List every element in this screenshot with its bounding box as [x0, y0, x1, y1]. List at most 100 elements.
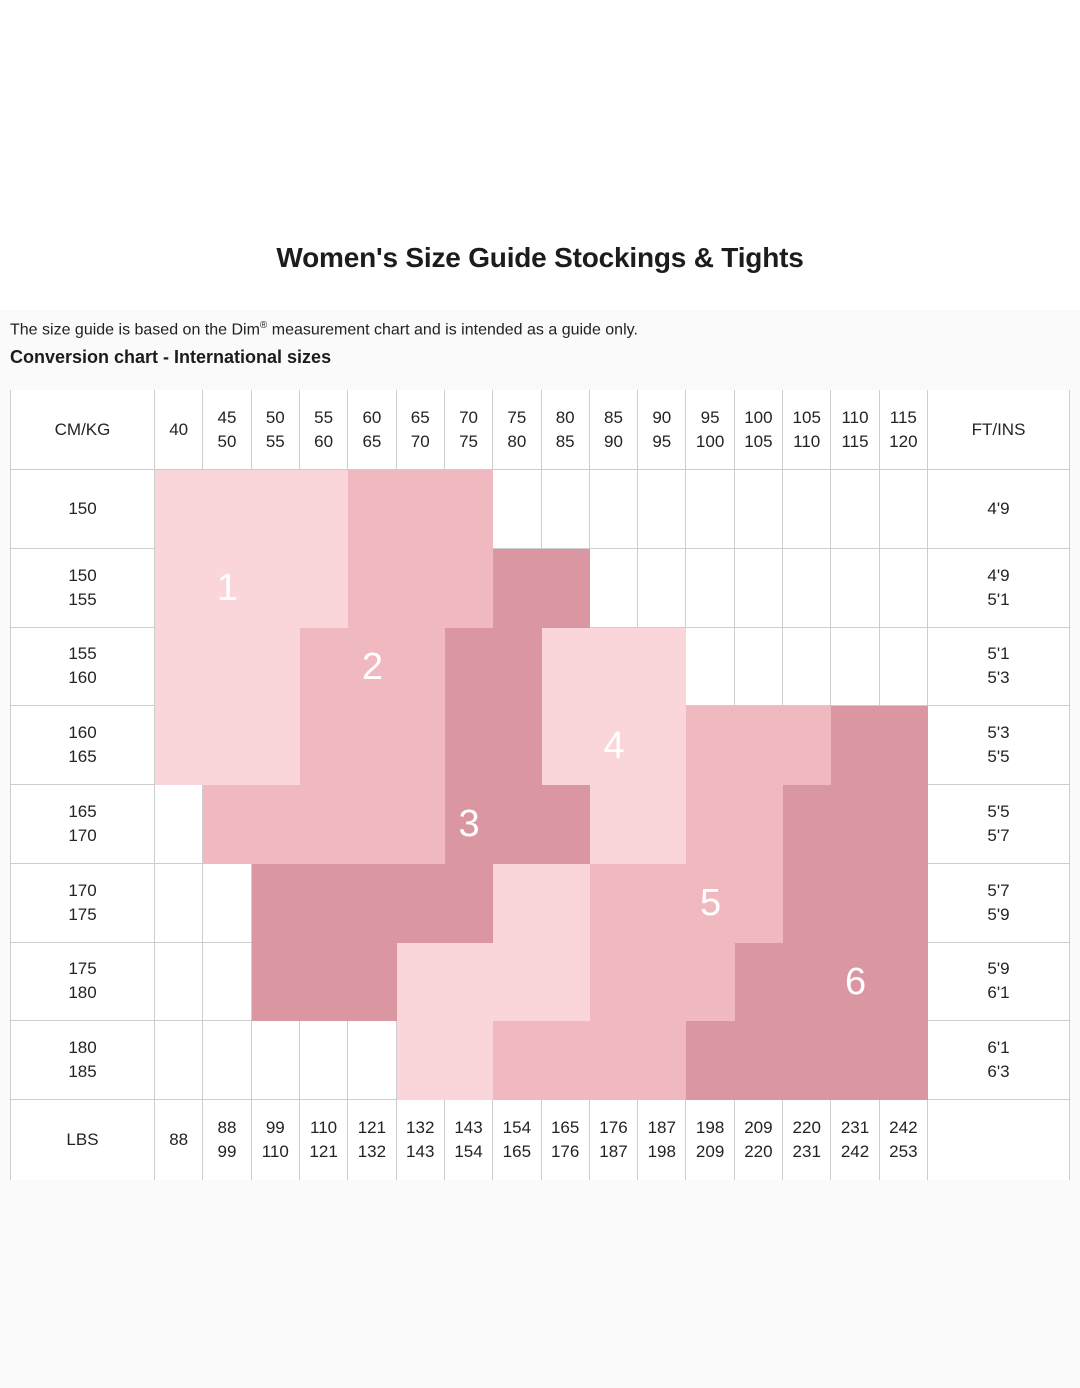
- lbs-value-cell: 110 121: [300, 1100, 349, 1180]
- size-cell: [831, 1021, 880, 1100]
- kg-header-cell-text: 60: [314, 431, 334, 451]
- ftins-height-label-text: 6'3: [987, 1062, 1010, 1082]
- lbs-value-cell-text: 198: [695, 1118, 725, 1137]
- size-cell: [686, 785, 735, 864]
- kg-header-cell-text: 70: [410, 431, 430, 451]
- cm-height-label-text: 155: [68, 644, 97, 664]
- size-cell: [203, 548, 252, 628]
- kg-header-cell: 110 115: [831, 390, 880, 470]
- size-cell: [734, 785, 784, 864]
- kg-header-cell-text: 50: [217, 431, 237, 451]
- lbs-value-cell-text: 209: [695, 1142, 725, 1161]
- ftins-height-label-text: 5'7: [987, 825, 1010, 845]
- size-cell: [396, 706, 445, 785]
- kg-header-cell: 60 65: [348, 390, 397, 470]
- kg-header-cell-text: 80: [555, 407, 575, 427]
- lbs-value-cell-text: 154: [454, 1142, 483, 1161]
- size-cell: [444, 785, 494, 864]
- kg-header-cell-text: 65: [410, 407, 430, 427]
- size-cell: [783, 863, 832, 943]
- ftins-height-label-text: 6'1: [987, 1038, 1010, 1058]
- size-cell: [783, 1021, 832, 1100]
- size-cell: [155, 785, 204, 864]
- note-suffix: measurement chart and is intended as a g…: [267, 321, 638, 339]
- size-cell: [879, 942, 928, 1022]
- cm-height-label-text: 175: [68, 959, 97, 979]
- kg-header-cell: 100 105: [734, 390, 784, 470]
- kg-header-cell: 50 55: [251, 390, 300, 470]
- size-cell: [686, 863, 735, 943]
- size-cell: [734, 1021, 784, 1100]
- size-cell: [879, 627, 928, 707]
- size-marker-2: 2: [361, 645, 383, 688]
- size-cell: [493, 627, 542, 707]
- size-cell: [686, 1021, 735, 1100]
- size-cell: [203, 942, 252, 1022]
- size-cell: [348, 942, 397, 1022]
- kg-header-cell-text: 120: [889, 431, 918, 451]
- ftins-height-label: 5'3 5'5: [928, 706, 1070, 785]
- kg-header-cell-text: 100: [744, 407, 773, 427]
- lbs-value-cell-text: 231: [792, 1142, 821, 1161]
- size-cell: [831, 470, 880, 549]
- size-cell: [251, 863, 300, 943]
- ftins-height-label-text: 5'3: [987, 723, 1010, 743]
- kg-header-cell-text: 90: [652, 407, 672, 427]
- size-cell: [396, 627, 445, 707]
- kg-header-cell-text: 115: [841, 431, 869, 451]
- size-cell: [299, 706, 349, 785]
- size-cell: [444, 1021, 494, 1100]
- lbs-value-cell: 99 110: [252, 1100, 300, 1180]
- lbs-value-cell-text: 143: [406, 1142, 435, 1161]
- size-cell: [879, 706, 928, 785]
- size-cell: [493, 942, 542, 1022]
- size-cell: [299, 470, 349, 549]
- size-cell: [396, 548, 445, 628]
- cm-height-label-text: 165: [68, 747, 97, 767]
- size-cell: [541, 863, 590, 943]
- size-cell: [879, 863, 928, 943]
- size-cell: [396, 863, 445, 943]
- kg-header-cell: 105 110: [783, 390, 832, 470]
- kg-header-cell-text: 60: [362, 407, 382, 427]
- size-cell: [251, 548, 300, 628]
- size-marker-3: 3: [458, 803, 480, 846]
- kg-header-cell-text: 105: [792, 407, 821, 427]
- kg-header-cell: 65 70: [396, 390, 445, 470]
- size-cell: [734, 863, 784, 943]
- lbs-value-cell: 209 220: [735, 1100, 784, 1180]
- kg-header-cell-text: 95: [700, 407, 720, 427]
- size-cell: [299, 627, 349, 707]
- lbs-value-cell: 242 253: [880, 1100, 928, 1180]
- ftins-height-label-text: 5'1: [987, 589, 1010, 609]
- size-cell: [155, 942, 204, 1022]
- size-cell: [348, 706, 397, 785]
- ftins-bottom-empty-cell: [928, 1100, 1070, 1180]
- size-cell: [638, 548, 687, 628]
- size-cell: [251, 785, 300, 864]
- kg-header-cell: 95 100: [686, 390, 735, 470]
- kg-header-cell-text: 80: [507, 431, 527, 451]
- lbs-value-cell-text: 187: [599, 1142, 628, 1161]
- cm-height-label: 170 175: [10, 863, 155, 943]
- size-cell: [348, 863, 397, 943]
- kg-header-cell-text: 75: [507, 407, 527, 427]
- lbs-value-cell-text: 231: [840, 1118, 870, 1137]
- size-cell: [444, 548, 494, 628]
- kg-header-cell: 70 75: [444, 390, 494, 470]
- lbs-value-cell-text: 88: [169, 1130, 189, 1149]
- size-marker-1: 1: [216, 567, 239, 610]
- size-cell: [589, 548, 639, 628]
- cm-height-label-text: 165: [68, 801, 97, 821]
- size-cell: [299, 785, 349, 864]
- size-cell: [348, 1021, 397, 1100]
- lbs-value-cell-text: 220: [744, 1142, 773, 1161]
- size-marker-5: 5: [700, 882, 722, 925]
- kg-header-cell: 80 85: [541, 390, 590, 470]
- lbs-value-cell-text: 99: [265, 1118, 285, 1137]
- size-cell: [203, 627, 252, 707]
- lbs-value-cell: 121 132: [348, 1100, 397, 1180]
- size-cell: [638, 627, 687, 707]
- kg-header-cell-text: 110: [841, 407, 869, 427]
